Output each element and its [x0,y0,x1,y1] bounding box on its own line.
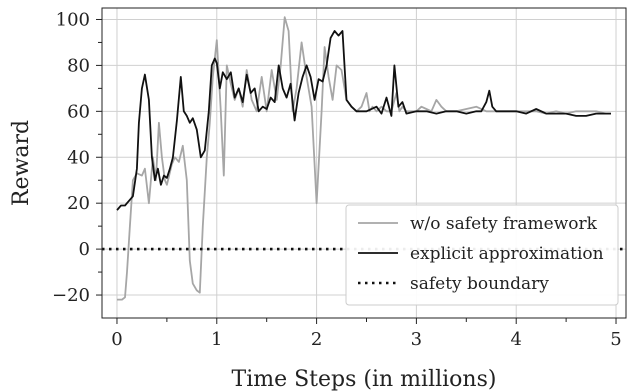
y-tick-label: −20 [52,285,90,306]
x-tick-label: 1 [211,329,222,350]
legend-label: explicit approximation [410,244,604,264]
x-tick-label: 0 [111,329,122,350]
legend: w/o safety framework explicit approximati… [345,204,619,306]
legend-label: w/o safety framework [410,214,598,234]
ticks: 0 1 2 3 4 5 −20 0 20 40 60 80 100 [52,9,622,350]
y-tick-label: 80 [67,55,90,76]
y-tick-label: 0 [79,239,90,260]
x-axis-title: Time Steps (in millions) [232,367,497,392]
y-tick-label: 100 [56,9,90,30]
y-tick-label: 60 [67,101,90,122]
x-tick-label: 5 [610,329,621,350]
series-line [116,30,611,211]
plot-frame [101,7,627,319]
legend-label: safety boundary [410,274,549,294]
legend-box [345,204,619,306]
series-layer [102,16,626,301]
grid [102,8,626,318]
y-tick-label: 20 [67,193,90,214]
x-tick-label: 3 [411,329,422,350]
x-tick-label: 4 [510,329,521,350]
y-axis-title: Reward [9,120,34,206]
y-tick-label: 40 [67,147,90,168]
x-tick-label: 2 [311,329,322,350]
